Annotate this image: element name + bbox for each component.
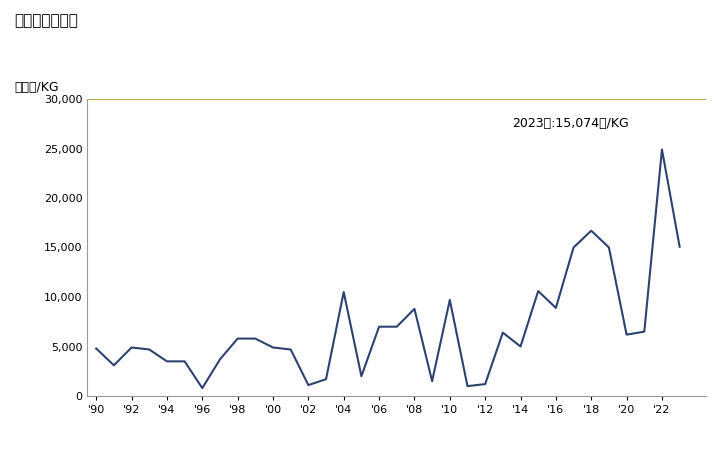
Text: 輸入価格の推移: 輸入価格の推移 [15,14,79,28]
Text: 2023年:15,074円/KG: 2023年:15,074円/KG [512,117,628,130]
Text: 単位円/KG: 単位円/KG [15,81,59,94]
